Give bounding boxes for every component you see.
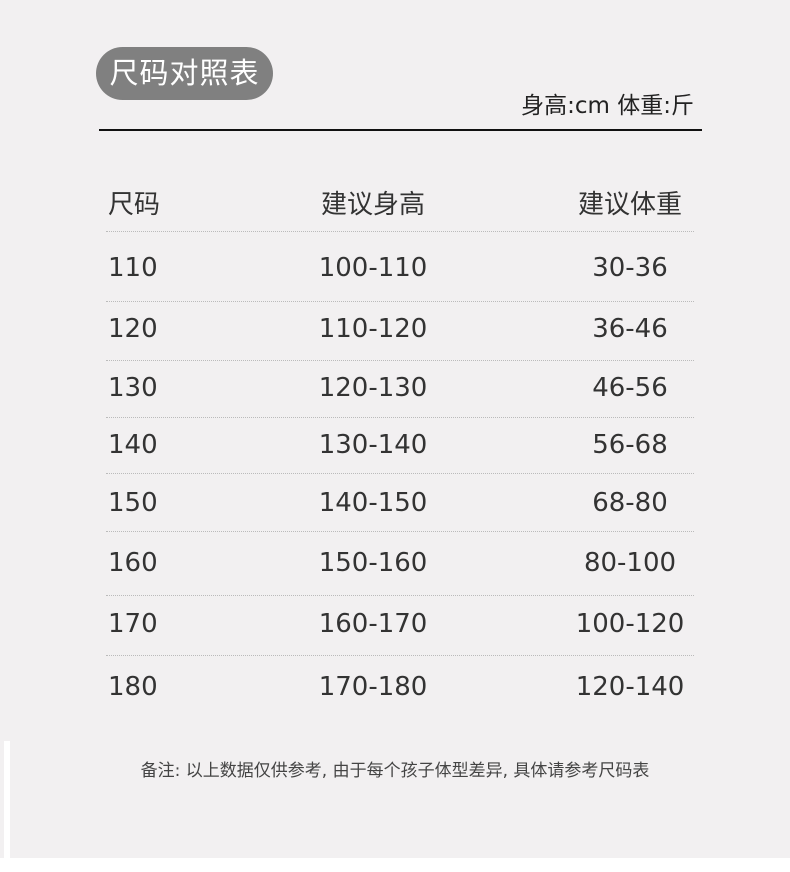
row-divider bbox=[106, 301, 694, 302]
table-cell: 120 bbox=[108, 314, 158, 344]
title-badge: 尺码对照表 bbox=[96, 47, 273, 100]
header-cell: 建议体重 bbox=[578, 190, 683, 220]
table-cell: 56-68 bbox=[592, 430, 668, 460]
row-divider bbox=[106, 655, 694, 656]
row-divider bbox=[106, 417, 694, 418]
table-cell: 120-140 bbox=[575, 672, 685, 702]
table-cell: 80-100 bbox=[583, 548, 677, 578]
header-cell: 建议身高 bbox=[321, 190, 426, 220]
table-cell: 120-130 bbox=[318, 373, 428, 403]
table-cell: 110 bbox=[108, 253, 158, 283]
row-divider bbox=[106, 595, 694, 596]
table-cell: 30-36 bbox=[592, 253, 668, 283]
header-cell: 尺码 bbox=[108, 190, 161, 220]
row-divider bbox=[106, 473, 694, 474]
white-edge bbox=[4, 741, 10, 858]
row-divider bbox=[106, 231, 694, 232]
table-cell: 100-110 bbox=[318, 253, 428, 283]
table-cell: 36-46 bbox=[592, 314, 668, 344]
table-cell: 68-80 bbox=[592, 488, 668, 518]
table-cell: 170 bbox=[108, 609, 158, 639]
units-label: 身高:cm 体重:斤 bbox=[521, 93, 694, 119]
table-cell: 130-140 bbox=[318, 430, 428, 460]
footnote: 备注: 以上数据仅供参考, 由于每个孩子体型差异, 具体请参考尺码表 bbox=[140, 761, 650, 781]
table-cell: 46-56 bbox=[592, 373, 668, 403]
table-cell: 140 bbox=[108, 430, 158, 460]
table-cell: 150-160 bbox=[318, 548, 428, 578]
table-cell: 100-120 bbox=[575, 609, 685, 639]
table-cell: 130 bbox=[108, 373, 158, 403]
table-cell: 110-120 bbox=[318, 314, 428, 344]
row-divider bbox=[106, 360, 694, 361]
table-cell: 160 bbox=[108, 548, 158, 578]
table-cell: 180 bbox=[108, 672, 158, 702]
divider bbox=[99, 129, 702, 131]
row-divider bbox=[106, 531, 694, 532]
table-cell: 140-150 bbox=[318, 488, 428, 518]
table-cell: 170-180 bbox=[318, 672, 428, 702]
table-cell: 160-170 bbox=[318, 609, 428, 639]
table-cell: 150 bbox=[108, 488, 158, 518]
